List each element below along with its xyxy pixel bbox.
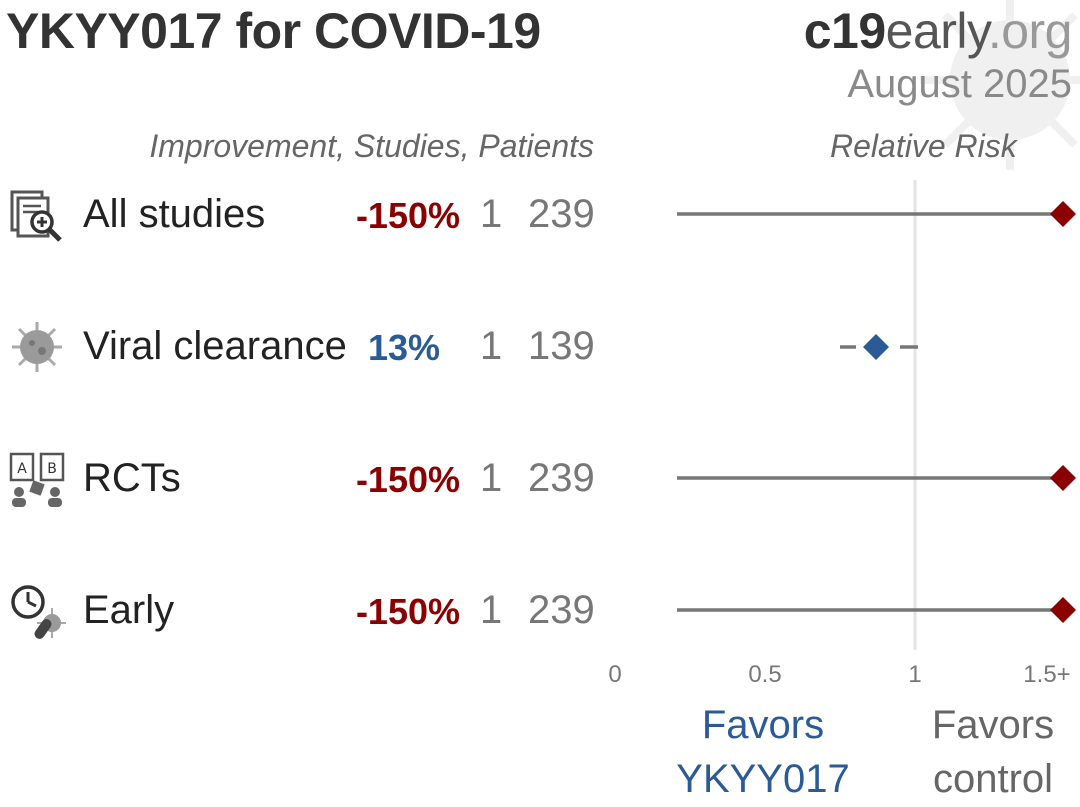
estimate-diamond bbox=[1050, 201, 1076, 227]
clock-pill-icon bbox=[11, 585, 66, 639]
columns-header: Improvement, Studies, Patients bbox=[149, 128, 594, 164]
brand-mid: early bbox=[885, 3, 989, 59]
svg-text:A: A bbox=[17, 461, 27, 477]
row-patients: 139 bbox=[528, 324, 595, 368]
row-improvement: -150% bbox=[355, 195, 460, 236]
virus-icon bbox=[12, 322, 62, 372]
axis-tick-label: 1 bbox=[908, 661, 921, 688]
row-patients: 239 bbox=[528, 588, 595, 632]
row-label: All studies bbox=[83, 192, 266, 236]
estimate-diamond bbox=[1050, 465, 1076, 491]
axis-tick-label: 0 bbox=[608, 661, 621, 688]
row-patients: 239 bbox=[528, 456, 595, 500]
studies-magnifier-icon bbox=[10, 190, 62, 242]
estimate-diamond bbox=[863, 334, 889, 360]
row-studies: 1 bbox=[480, 588, 503, 632]
forest-plot: 0 0.5 1 1.5+ bbox=[608, 180, 1076, 688]
axis-tick-label: 1.5+ bbox=[1023, 661, 1070, 688]
page-title: YKYY017 for COVID-19 bbox=[6, 3, 541, 59]
brand-logo[interactable]: c19early.org bbox=[803, 2, 1073, 60]
brand-bold: c19 bbox=[803, 3, 886, 59]
publication-date: August 2025 bbox=[847, 62, 1072, 106]
svg-text:B: B bbox=[47, 461, 57, 477]
row-improvement: -150% bbox=[355, 591, 460, 632]
axis-tick-label: 0.5 bbox=[748, 661, 781, 688]
row-label: RCTs bbox=[83, 456, 181, 500]
row-studies: 1 bbox=[480, 192, 503, 236]
virus-watermark-icon bbox=[920, 0, 1080, 170]
row-studies: 1 bbox=[480, 324, 503, 368]
row-patients: 239 bbox=[528, 192, 595, 236]
favors-treatment-label: Favors YKYY017 bbox=[676, 703, 850, 801]
row-studies: 1 bbox=[480, 456, 503, 500]
favors-control-label: Favors control bbox=[931, 703, 1055, 801]
row-improvement: 13% bbox=[367, 327, 440, 368]
row-improvement: -150% bbox=[355, 459, 460, 500]
relative-risk-header: Relative Risk bbox=[830, 128, 1017, 164]
estimate-diamond bbox=[1050, 597, 1076, 623]
brand-tld: .org bbox=[987, 3, 1073, 59]
rct-ab-clipboard-icon: A B bbox=[9, 452, 65, 507]
row-label: Viral clearance bbox=[83, 324, 347, 368]
row-label: Early bbox=[83, 588, 175, 632]
